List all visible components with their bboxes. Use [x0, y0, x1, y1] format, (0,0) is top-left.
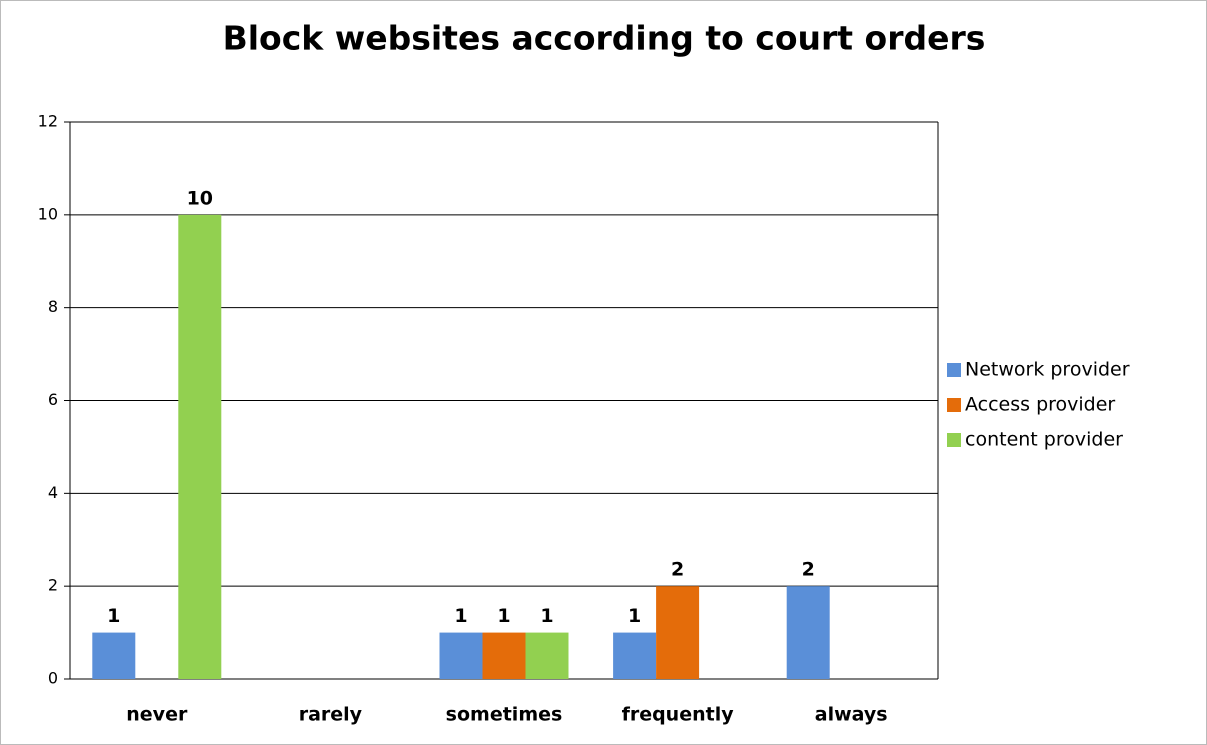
- x-tick-label: always: [815, 704, 888, 726]
- value-label: 1: [107, 605, 120, 627]
- y-tick-label: 4: [48, 483, 58, 502]
- y-tick-label: 10: [38, 204, 58, 223]
- bar: [525, 632, 569, 679]
- bar: [786, 586, 830, 679]
- y-tick-label: 0: [48, 669, 58, 688]
- value-label: 2: [671, 559, 684, 581]
- x-tick-label: never: [126, 704, 188, 726]
- y-tick-label: 2: [48, 576, 58, 595]
- legend-swatch: [947, 433, 961, 447]
- legend-label: Access provider: [965, 394, 1115, 416]
- value-label: 1: [497, 605, 510, 627]
- value-label: 1: [540, 605, 553, 627]
- value-label: 2: [802, 559, 815, 581]
- bar: [613, 632, 657, 679]
- bar: [482, 632, 526, 679]
- y-tick-label: 12: [38, 112, 58, 131]
- value-label: 10: [187, 187, 213, 209]
- bar: [92, 632, 136, 679]
- value-label: 1: [628, 605, 641, 627]
- legend-swatch: [947, 398, 961, 412]
- y-tick-label: 8: [48, 297, 58, 316]
- y-tick-label: 6: [48, 390, 58, 409]
- x-tick-label: rarely: [299, 704, 363, 726]
- bar: [656, 586, 700, 679]
- bar: [439, 632, 483, 679]
- legend-label: content provider: [965, 429, 1123, 451]
- x-tick-label: frequently: [622, 704, 735, 726]
- value-label: 1: [454, 605, 467, 627]
- x-tick-label: sometimes: [446, 704, 563, 726]
- legend-swatch: [947, 363, 961, 377]
- bar: [178, 214, 222, 680]
- chart-title: Block websites according to court orders: [223, 19, 986, 58]
- legend-label: Network provider: [965, 359, 1130, 381]
